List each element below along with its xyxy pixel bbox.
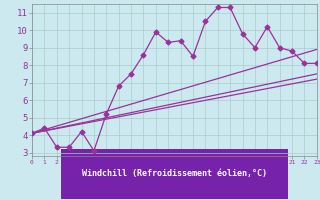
X-axis label: Windchill (Refroidissement éolien,°C): Windchill (Refroidissement éolien,°C) [82, 169, 267, 178]
